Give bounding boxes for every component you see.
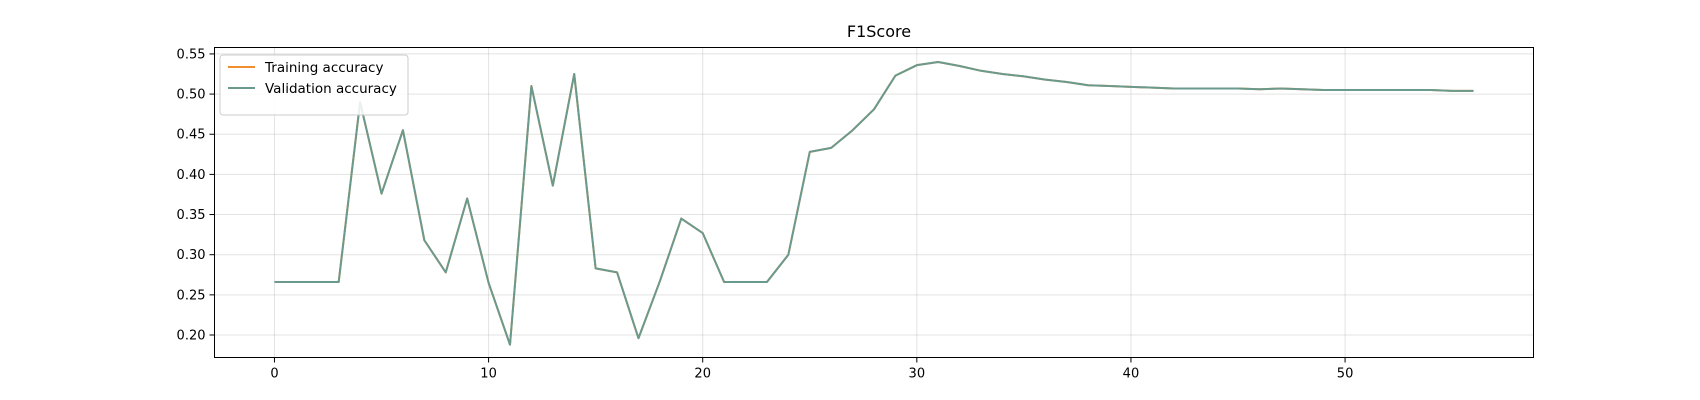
x-tick-label: 0 [270, 367, 278, 382]
y-tick-label: 0.30 [177, 248, 206, 263]
y-tick-label: 0.20 [177, 329, 206, 344]
axis-ticks: 0 10 20 30 40 50 0.20 0.25 0.30 0.35 0.40 0.45 0.50 0… [177, 47, 1354, 381]
chart-title: F1Score [847, 22, 911, 41]
y-tick-label: 0.45 [177, 128, 206, 143]
legend-label-validation-accuracy: Validation accuracy [265, 81, 397, 97]
x-tick-label: 40 [1123, 367, 1140, 382]
x-tick-label: 50 [1337, 367, 1354, 382]
x-tick-label: 10 [480, 367, 497, 382]
y-tick-label: 0.25 [177, 288, 206, 303]
y-tick-label: 0.35 [177, 208, 206, 223]
x-tick-label: 30 [909, 367, 926, 382]
y-tick-label: 0.40 [177, 168, 206, 183]
y-tick-label: 0.55 [177, 47, 206, 62]
series-lines [274, 60, 1474, 346]
legend-box [219, 54, 409, 116]
validation-accuracy-line [274, 60, 1474, 346]
y-tick-label: 0.50 [177, 88, 206, 103]
legend: Training accuracy Validation accuracy [219, 54, 409, 116]
x-tick-label: 20 [694, 367, 711, 382]
plot-frame [214, 47, 1534, 358]
legend-label-training-accuracy: Training accuracy [264, 60, 383, 76]
